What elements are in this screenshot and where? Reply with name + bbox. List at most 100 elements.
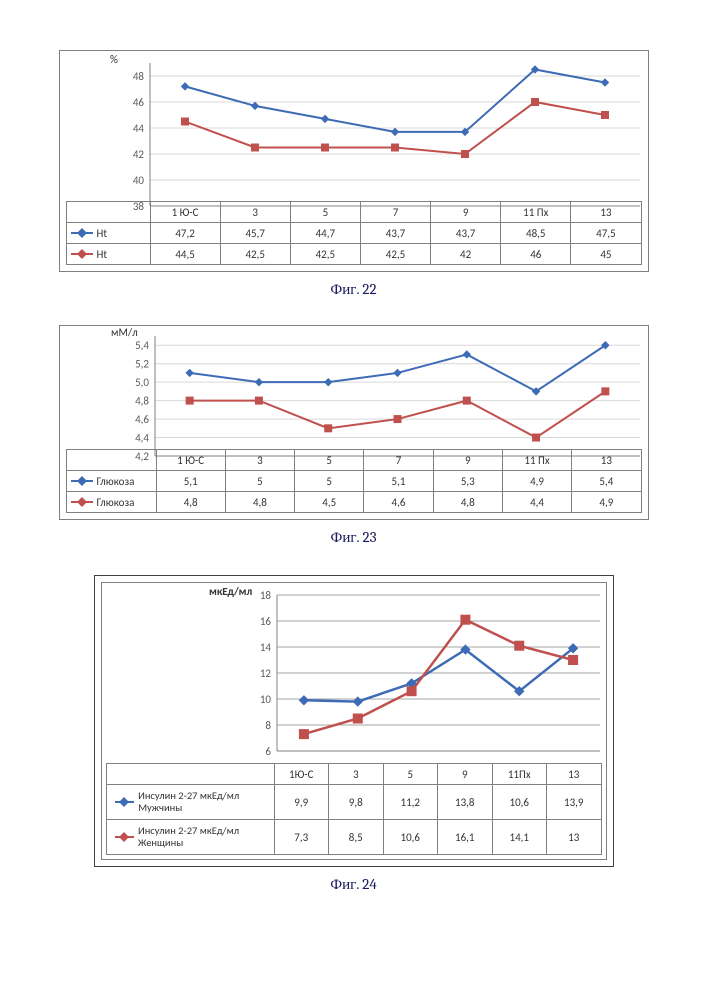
fig23-table-wrap: 1 Ю-С357911 Пх13Глюкоза5,1555,15,34,95,4…: [66, 449, 642, 513]
category-cell: 9: [433, 450, 502, 471]
table-row: Ht47,245,744,743,743,748,547,5: [66, 223, 641, 244]
legend-cell: Глюкоза: [66, 471, 156, 492]
figure-22: 384042444648% 1 Ю-С357911 Пх13Ht47,245,7…: [59, 50, 649, 299]
value-cell: 13: [547, 820, 602, 855]
marker-square: [463, 397, 470, 404]
value-cell: 48,5: [501, 223, 571, 244]
ytick-label: 12: [259, 667, 271, 680]
legend-cell: Инсулин 2-27 мкЕд/мл Мужчины: [106, 785, 274, 820]
category-cell: 9: [438, 764, 493, 785]
marker-diamond: [353, 697, 362, 706]
ytick-label: 44: [132, 122, 144, 135]
value-cell: 10,6: [383, 820, 438, 855]
legend-cell: Ht: [66, 244, 150, 265]
value-cell: 42,5: [290, 244, 360, 265]
table-corner: [106, 764, 274, 785]
value-cell: 7,3: [274, 820, 329, 855]
marker-diamond: [299, 696, 308, 705]
category-cell: 1Ю-С: [274, 764, 329, 785]
category-cell: 3: [225, 450, 294, 471]
marker-square: [251, 144, 258, 151]
value-cell: 5,4: [572, 471, 641, 492]
series-label: Инсулин 2-27 мкЕд/мл Мужчины: [138, 790, 269, 813]
marker-diamond: [181, 83, 188, 90]
value-cell: 4,8: [156, 492, 225, 513]
value-cell: 13,8: [438, 785, 493, 820]
fig22-chart: 384042444648%: [60, 51, 650, 216]
ytick-label: 16: [259, 615, 271, 628]
marker-square: [407, 687, 416, 696]
marker-square: [324, 425, 331, 432]
table-row: Глюкоза4,84,84,54,64,84,44,9: [66, 492, 641, 513]
fig22-table-wrap: 1 Ю-С357911 Пх13Ht47,245,744,743,743,748…: [66, 201, 642, 265]
ytick-label: 6: [265, 745, 271, 758]
marker-diamond: [391, 128, 398, 135]
ytick-label: 10: [259, 693, 271, 706]
table-row: Ht44,542,542,542,5424645: [66, 244, 641, 265]
legend-cell: Ht: [66, 223, 150, 244]
marker-diamond: [251, 102, 258, 109]
series-label: Ht: [97, 227, 108, 240]
series-label: Глюкоза: [97, 475, 135, 488]
value-cell: 16,1: [438, 820, 493, 855]
legend-marker-icon: [77, 476, 87, 486]
value-cell: 42,5: [220, 244, 290, 265]
category-cell: 13: [571, 202, 641, 223]
series-label: Глюкоза: [97, 496, 135, 509]
category-cell: 3: [329, 764, 384, 785]
value-cell: 4,8: [225, 492, 294, 513]
value-cell: 13,9: [547, 785, 602, 820]
ytick-label: 42: [132, 148, 144, 161]
fig24-caption: Фиг. 24: [94, 875, 614, 894]
marker-diamond: [324, 379, 331, 386]
value-cell: 8,5: [329, 820, 384, 855]
legend-marker-icon: [77, 497, 87, 507]
table-corner: [66, 202, 150, 223]
category-cell: 7: [364, 450, 433, 471]
marker-square: [394, 416, 401, 423]
category-cell: 1 Ю-С: [150, 202, 220, 223]
marker-square: [532, 434, 539, 441]
value-cell: 43,7: [431, 223, 501, 244]
category-cell: 9: [431, 202, 501, 223]
marker-diamond: [321, 115, 328, 122]
value-cell: 4,6: [364, 492, 433, 513]
ytick-label: 4,4: [135, 432, 149, 445]
value-cell: 5,1: [364, 471, 433, 492]
marker-square: [460, 615, 469, 624]
value-cell: 4,5: [295, 492, 364, 513]
ytick-label: 8: [265, 719, 271, 732]
figure-23: 4,24,44,64,85,05,25,4мМ/л 1 Ю-С357911 Пх…: [59, 325, 649, 547]
marker-square: [321, 144, 328, 151]
category-cell: 5: [295, 450, 364, 471]
legend-line-icon: [71, 501, 93, 503]
value-cell: 42,5: [360, 244, 430, 265]
value-cell: 44,5: [150, 244, 220, 265]
value-cell: 47,5: [571, 223, 641, 244]
ytick-label: 18: [259, 589, 271, 602]
table-header-row: 1 Ю-С357911 Пх13: [66, 450, 641, 471]
legend-line-icon: [71, 480, 93, 482]
legend-cell: Инсулин 2-27 мкЕд/мл Женщины: [106, 820, 274, 855]
legend-marker-icon: [77, 228, 87, 238]
legend-marker-icon: [119, 832, 129, 842]
table-row: Инсулин 2-27 мкЕд/мл Женщины7,38,510,616…: [106, 820, 601, 855]
ytick-label: 4,8: [135, 395, 149, 408]
line-series: [303, 620, 572, 734]
marker-square: [531, 99, 538, 106]
category-cell: 5: [290, 202, 360, 223]
marker-square: [186, 397, 193, 404]
marker-square: [255, 397, 262, 404]
fig23-table: 1 Ю-С357911 Пх13Глюкоза5,1555,15,34,95,4…: [66, 449, 642, 513]
marker-square: [353, 714, 362, 723]
fig23-chart: 4,24,44,64,85,05,25,4мМ/л: [60, 326, 650, 466]
category-cell: 13: [572, 450, 641, 471]
fig22-panel: 384042444648% 1 Ю-С357911 Пх13Ht47,245,7…: [59, 50, 649, 272]
legend-marker-icon: [119, 797, 129, 807]
value-cell: 4,9: [502, 471, 571, 492]
value-cell: 45: [571, 244, 641, 265]
category-cell: 7: [360, 202, 430, 223]
y-axis-label: мМ/л: [111, 326, 138, 339]
fig24-table-wrap: 1Ю-С35911Пх13Инсулин 2-27 мкЕд/мл Мужчин…: [106, 763, 602, 855]
category-cell: 11 Пх: [502, 450, 571, 471]
